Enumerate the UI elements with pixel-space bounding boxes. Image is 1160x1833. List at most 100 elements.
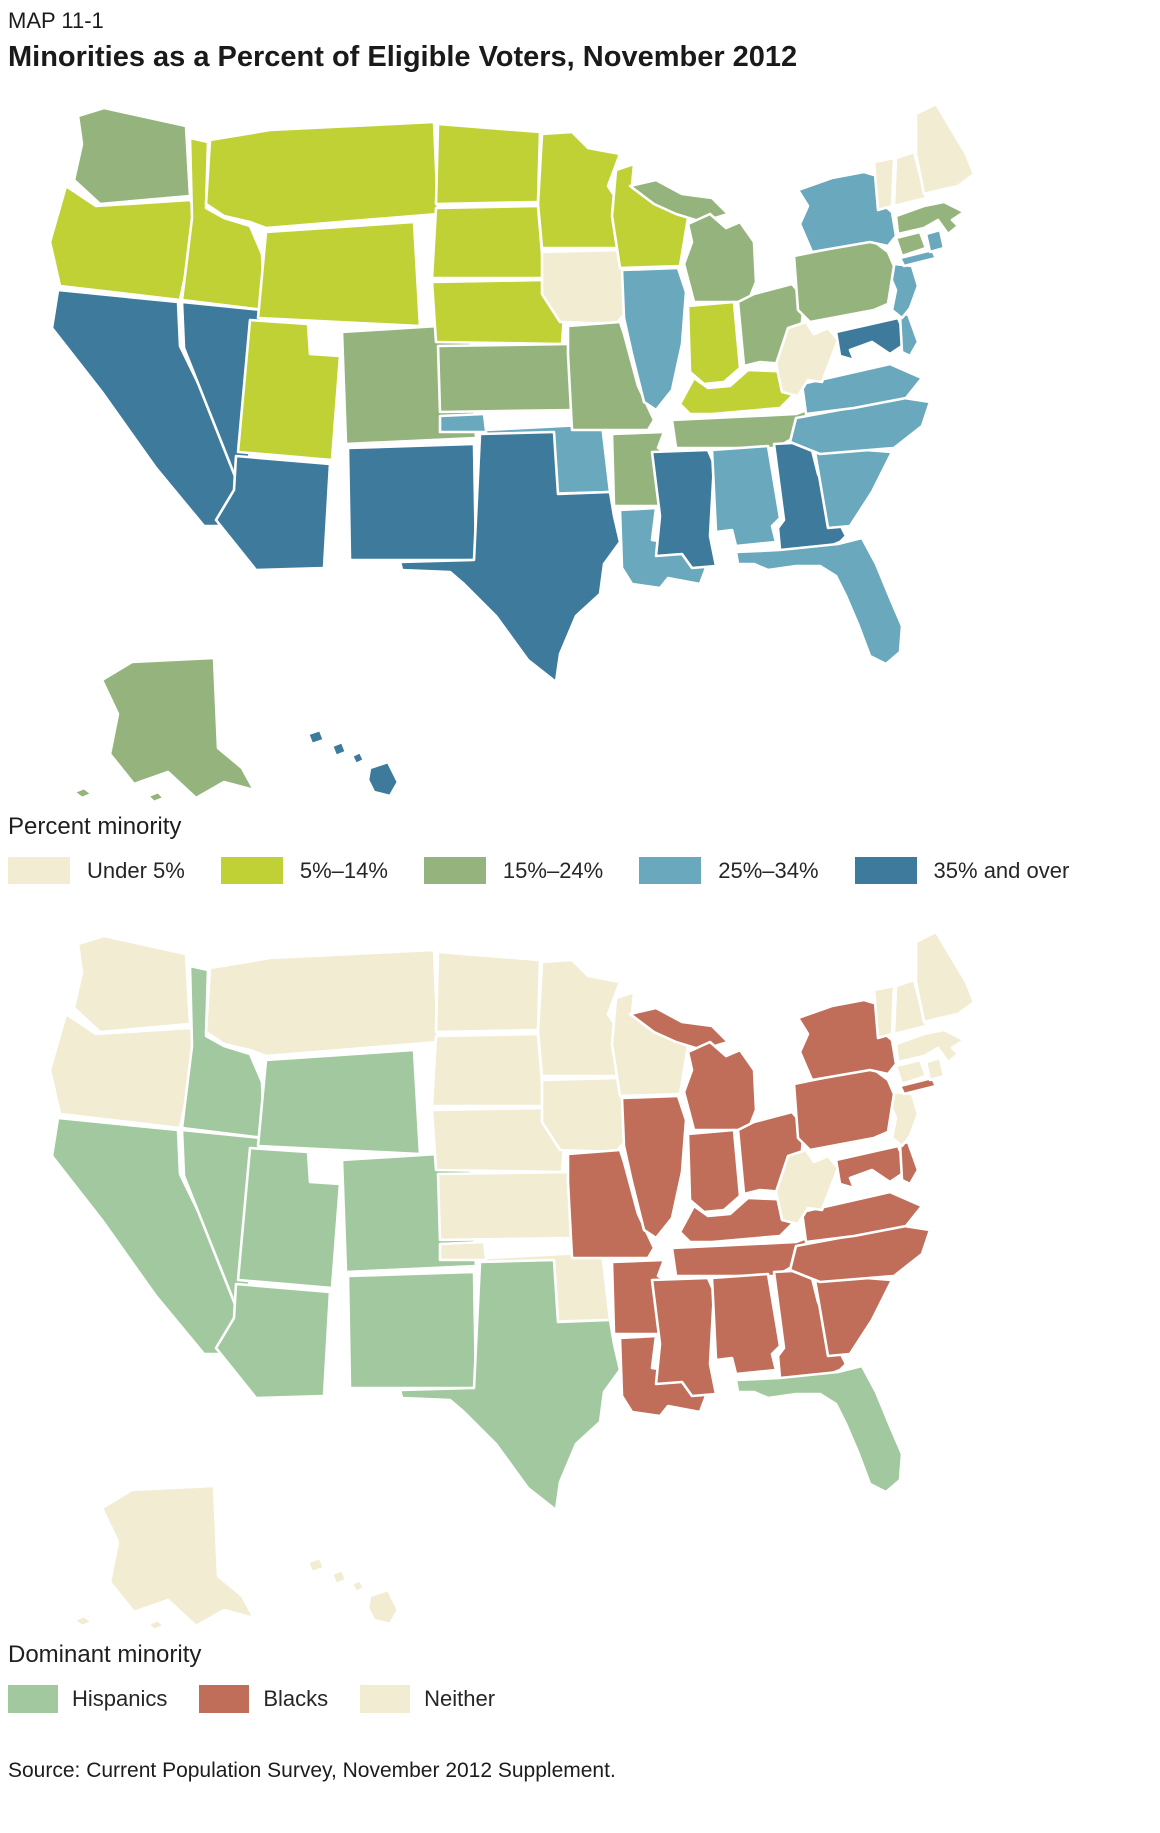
state-AZ [214, 1283, 332, 1400]
state-MI [628, 179, 730, 224]
state-HI [306, 1557, 326, 1574]
state-MI [682, 213, 758, 304]
state-MS [650, 449, 718, 570]
figure: MAP 11-1 Minorities as a Percent of Elig… [8, 8, 1160, 1783]
state-SD [430, 205, 546, 280]
legend-label-pct25_34: 25%–34% [718, 857, 819, 883]
state-DE [898, 1141, 920, 1186]
state-DE [898, 313, 920, 358]
state-VA [800, 1191, 924, 1244]
legend-item-pct25_34: 25%–34% [639, 857, 819, 885]
state-NH [892, 979, 928, 1036]
state-AL [710, 445, 782, 548]
state-ME [914, 103, 976, 196]
state-NH [892, 151, 928, 208]
state-OR [48, 185, 200, 302]
legend-item-blacks: Blacks [199, 1685, 329, 1714]
us-map-percent-minority [48, 103, 976, 804]
state-MI [682, 1041, 758, 1132]
state-CT [894, 231, 928, 258]
state-VA [800, 363, 924, 416]
state-MT [204, 121, 440, 230]
state-IL [620, 267, 688, 412]
state-AK [72, 1615, 94, 1628]
legend-swatch-pct25_34 [639, 857, 702, 885]
legend-dominant-minority: Hispanics Blacks Neither [8, 1685, 1160, 1714]
state-ME [914, 931, 976, 1024]
legend-title-dominant-minority: Dominant minority [8, 1641, 202, 1669]
legend-swatch-pct15_24 [423, 857, 486, 885]
map-kicker: MAP 11-1 [8, 8, 104, 33]
state-ND [434, 951, 542, 1034]
state-WI [610, 991, 690, 1098]
legend-label-under5: Under 5% [87, 857, 185, 883]
state-PA [792, 1067, 896, 1152]
state-AL [710, 1273, 782, 1376]
state-NY [898, 1077, 938, 1096]
state-CT [894, 1059, 928, 1086]
state-WV [774, 1149, 840, 1226]
legend-label-pct15_24: 15%–24% [502, 857, 604, 883]
state-WY [256, 1049, 422, 1156]
legend-item-pct5_14: 5%–14% [220, 857, 388, 885]
state-MS [650, 1277, 718, 1398]
state-HI [330, 741, 348, 758]
state-VT [872, 985, 896, 1040]
legend-swatch-blacks [199, 1685, 250, 1714]
state-KS [436, 343, 576, 414]
state-AK [100, 1485, 256, 1628]
state-RI [924, 1057, 946, 1082]
state-UT [236, 319, 342, 462]
state-WA [72, 935, 192, 1034]
state-AK [100, 657, 256, 800]
state-AZ [214, 455, 332, 572]
state-NY [898, 249, 938, 268]
legend-swatch-hispanics [8, 1685, 58, 1714]
state-MO [566, 1149, 656, 1260]
state-NY [796, 171, 898, 254]
legend-label-blacks: Blacks [263, 1686, 329, 1712]
state-HI [366, 761, 400, 798]
state-AK [146, 1619, 166, 1632]
state-TX [398, 431, 622, 684]
state-MO [566, 321, 656, 432]
legend-percent-minority: Under 5% 5%–14% 15%–24% 25%–34% 35% and over [8, 857, 1160, 885]
us-map-dominant-minority [48, 931, 976, 1632]
legend-item-neither: Neither [360, 1685, 495, 1714]
state-AK [146, 791, 166, 804]
state-MN [536, 959, 628, 1078]
state-MD [834, 1145, 910, 1190]
legend-label-pct5_14: 5%–14% [299, 857, 388, 883]
state-HI [350, 1579, 366, 1594]
state-NM [346, 1271, 478, 1390]
state-IN [686, 1129, 742, 1214]
state-MD [834, 317, 910, 362]
state-MN [536, 131, 628, 250]
state-WV [774, 321, 840, 398]
state-MA [894, 1029, 966, 1064]
state-RI [924, 229, 946, 254]
legend-item-under5: Under 5% [8, 857, 185, 885]
state-MT [204, 949, 440, 1058]
state-TX [398, 1259, 622, 1512]
state-UT [236, 1147, 342, 1290]
figure-title: Minorities as a Percent of Eligible Vote… [8, 41, 798, 73]
legend-swatch-under5 [8, 857, 70, 885]
source-note: Source: Current Population Survey, Novem… [8, 1759, 616, 1783]
state-ND [434, 123, 542, 206]
state-FL [734, 537, 904, 666]
state-VT [872, 157, 896, 212]
state-HI [366, 1589, 400, 1626]
state-IL [620, 1095, 688, 1240]
state-SD [430, 1033, 546, 1108]
legend-item-pct35over: 35% and over [854, 857, 1069, 885]
state-FL [734, 1365, 904, 1494]
state-KS [436, 1171, 576, 1242]
state-NC [788, 1225, 932, 1284]
legend-title-percent-minority: Percent minority [8, 813, 182, 841]
legend-label-hispanics: Hispanics [72, 1686, 168, 1712]
legend-item-hispanics: Hispanics [8, 1685, 168, 1714]
state-NM [346, 443, 478, 562]
state-HI [330, 1569, 348, 1586]
legend-item-pct15_24: 15%–24% [423, 857, 604, 885]
